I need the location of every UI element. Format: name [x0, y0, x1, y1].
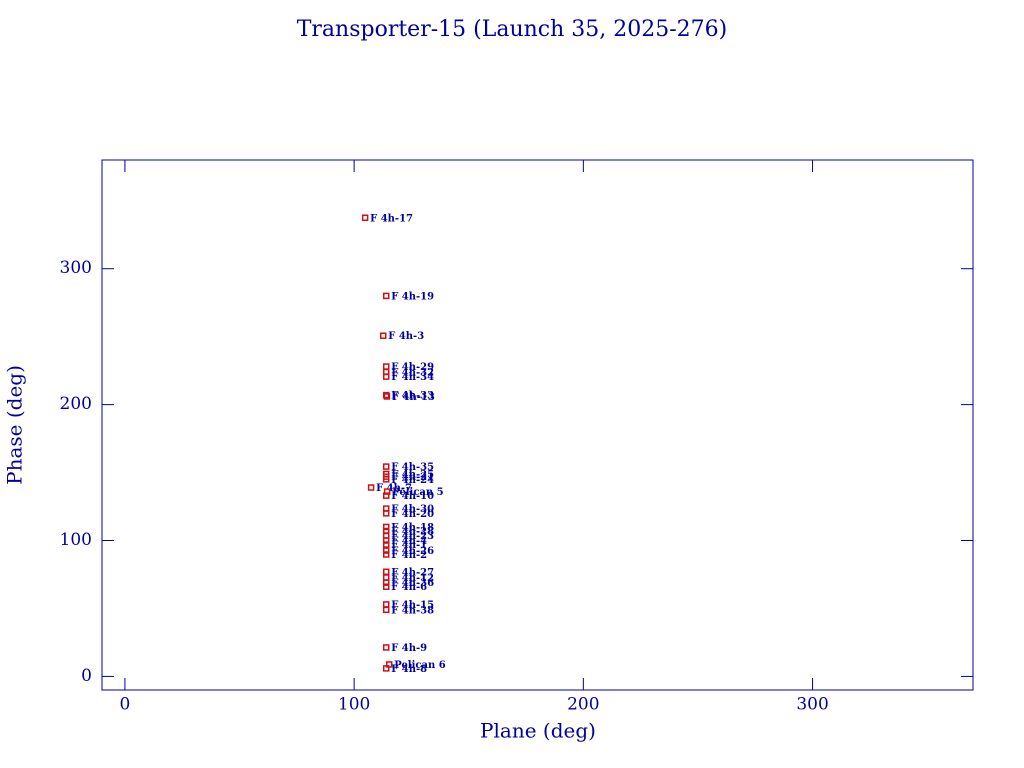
point-label: F 4h-1	[391, 540, 427, 551]
data-point	[383, 393, 391, 400]
y-axis-label: Phase (deg)	[3, 365, 27, 485]
data-point	[383, 488, 391, 495]
data-point	[382, 568, 390, 576]
point-label: F 4h-33	[391, 391, 434, 402]
x-tick-label: 0	[120, 695, 131, 715]
point-label: F 4h-28	[391, 527, 434, 538]
point-label: Pelican 6	[394, 660, 446, 671]
point-label: F 4h-15	[391, 600, 434, 611]
point-label: F 4h-4	[391, 536, 427, 547]
data-point	[382, 463, 390, 470]
point-label: F 4h-19	[391, 291, 434, 302]
point-label: F 4h-9	[391, 643, 427, 654]
y-tick-label: 300	[60, 258, 92, 278]
x-tick-label: 200	[567, 695, 599, 715]
point-label: F 4h-12	[391, 573, 434, 584]
point-label: F 4h-36	[391, 578, 434, 589]
point-label: F 4h-35	[391, 462, 434, 473]
data-point	[382, 476, 390, 483]
point-label: F 4h-24	[391, 475, 434, 486]
point-label: F 4h-30	[391, 504, 434, 515]
data-point	[382, 292, 390, 300]
point-label: F 4h-26	[391, 546, 434, 557]
data-point	[382, 541, 390, 548]
point-label: F 4h-3	[388, 331, 424, 342]
point-label: F 4h-34	[391, 372, 434, 383]
plot-frame	[101, 159, 974, 691]
y-tick-label: 100	[60, 530, 92, 550]
point-label: F 4h-17	[370, 213, 413, 224]
point-label: F 4h-21	[391, 472, 434, 483]
point-label: F 4h-2	[391, 550, 427, 561]
chart-title: Transporter-15 (Launch 35, 2025-276)	[297, 17, 728, 42]
x-axis-label: Plane (deg)	[480, 719, 596, 743]
point-label: F 4h-27	[391, 567, 434, 578]
data-point	[382, 601, 390, 608]
point-label: Pelican 5	[392, 487, 444, 498]
x-tick-label: 100	[338, 695, 370, 715]
data-point	[382, 547, 390, 554]
data-point	[379, 332, 387, 339]
y-tick-label: 0	[81, 666, 92, 686]
data-point	[382, 606, 390, 614]
point-label: F 4h-8	[391, 664, 427, 675]
data-point	[382, 537, 390, 544]
data-point	[382, 579, 390, 586]
x-tick-label: 300	[796, 695, 828, 715]
y-tick-label: 200	[60, 394, 92, 414]
data-point	[382, 532, 390, 539]
data-point	[382, 551, 390, 558]
point-label: F 4h-29	[391, 362, 434, 373]
point-label: F 4h-7	[376, 483, 412, 494]
point-label: F 4h-10	[391, 491, 434, 502]
data-point	[382, 583, 390, 590]
data-point	[382, 523, 390, 531]
data-point	[382, 373, 390, 380]
data-point	[361, 214, 369, 222]
data-point	[367, 484, 375, 491]
data-point	[382, 363, 390, 370]
data-point	[382, 665, 390, 672]
point-label: F 4h-25	[391, 469, 434, 480]
point-label: F 4h-38	[391, 605, 434, 616]
point-label: F 4h-32	[391, 368, 434, 379]
point-label: F 4h-6	[391, 582, 427, 593]
point-label: F 4h-23	[391, 531, 434, 542]
data-point	[382, 644, 390, 651]
data-point	[382, 574, 390, 581]
data-point	[382, 510, 390, 517]
point-label: F 4h-18	[391, 522, 434, 533]
data-point	[382, 492, 390, 499]
point-label: F 4h-13	[392, 392, 435, 403]
point-label: F 4h-20	[391, 509, 434, 520]
